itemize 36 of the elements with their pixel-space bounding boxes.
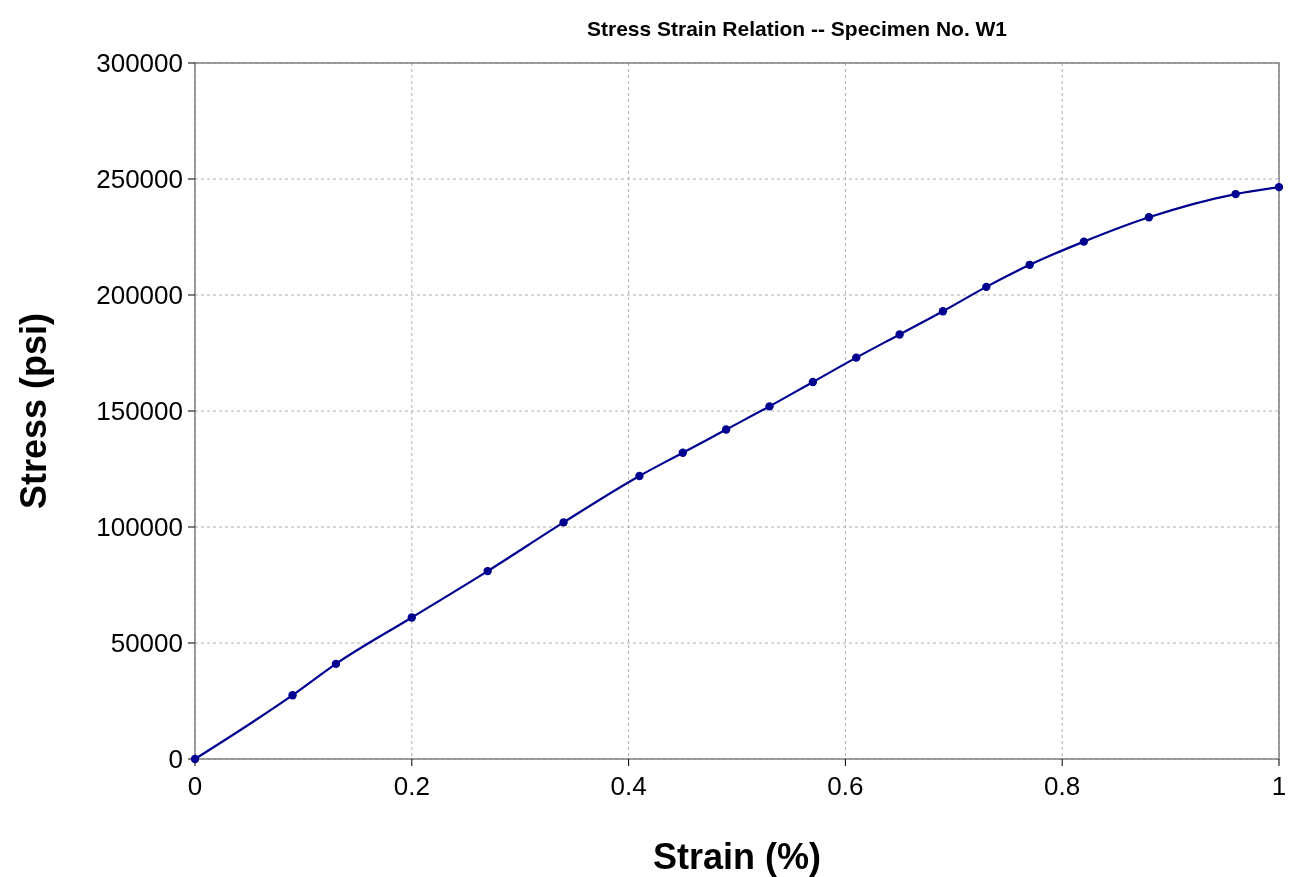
y-axis-title: Stress (psi) bbox=[13, 312, 54, 510]
x-axis-title: Strain (%) bbox=[652, 836, 822, 877]
point bbox=[1079, 237, 1089, 246]
point bbox=[1231, 189, 1240, 199]
y-tick-label: 300000 bbox=[96, 48, 183, 79]
point bbox=[407, 613, 416, 622]
point bbox=[331, 659, 341, 669]
point bbox=[982, 282, 991, 292]
point bbox=[721, 425, 731, 434]
y-tick-label: 250000 bbox=[96, 164, 183, 195]
point bbox=[1144, 213, 1154, 222]
point bbox=[808, 377, 818, 387]
x-tick-label: 0 bbox=[187, 771, 203, 801]
y-tick-label: 0 bbox=[168, 744, 183, 775]
point bbox=[765, 402, 774, 411]
point bbox=[852, 353, 861, 362]
x-tick-label: 0.4 bbox=[610, 771, 647, 801]
point bbox=[895, 330, 904, 339]
y-tick-label: 100000 bbox=[96, 512, 183, 543]
point bbox=[483, 566, 492, 576]
point bbox=[190, 754, 200, 764]
y-tick-label: 50000 bbox=[110, 628, 183, 659]
x-tick-label: 1 bbox=[1271, 771, 1287, 801]
point bbox=[288, 691, 297, 700]
x-tick-label: 0.8 bbox=[1044, 771, 1081, 801]
x-tick-label: 0.6 bbox=[827, 771, 864, 801]
chart-title: Stress Strain Relation -- Specimen No. W1 bbox=[586, 17, 1008, 40]
point bbox=[635, 471, 644, 481]
y-tick-label: 200000 bbox=[96, 280, 183, 311]
y-tick-label: 150000 bbox=[96, 396, 183, 427]
point bbox=[678, 448, 687, 457]
point bbox=[559, 518, 568, 527]
point bbox=[938, 307, 948, 316]
point bbox=[1274, 182, 1284, 192]
x-tick-label: 0.2 bbox=[393, 771, 430, 801]
point bbox=[1025, 260, 1034, 270]
